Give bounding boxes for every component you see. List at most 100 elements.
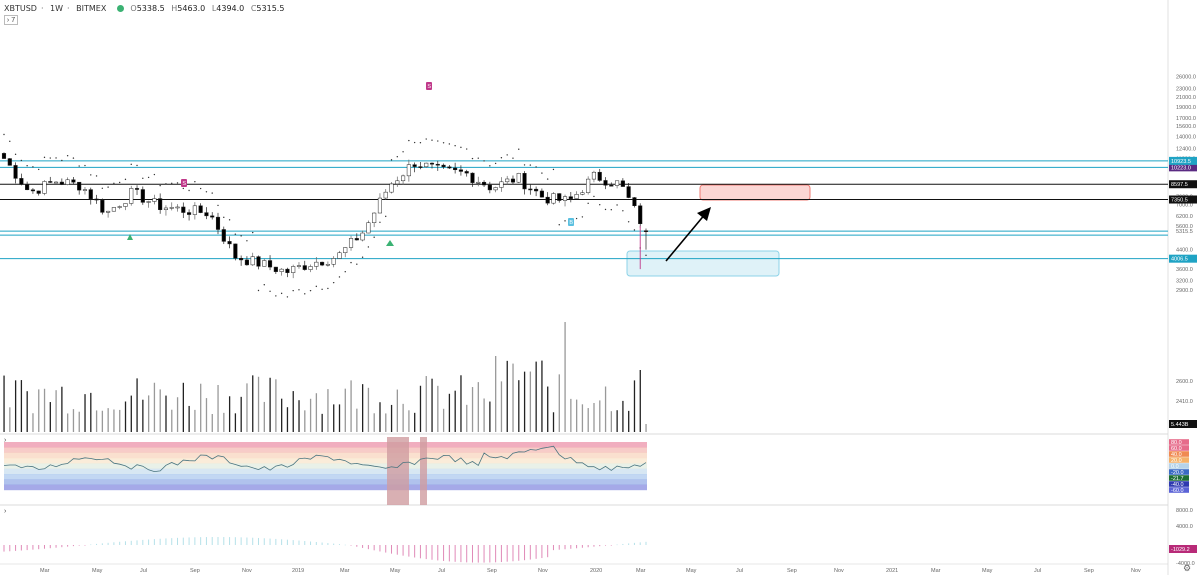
sar-dot xyxy=(489,165,491,167)
volume-bar xyxy=(228,396,231,432)
macd-bar xyxy=(182,537,184,545)
time-tick-label: May xyxy=(982,568,993,574)
macd-bar xyxy=(177,537,179,545)
volume-bar xyxy=(616,410,618,432)
time-axis[interactable]: Mar May Jul Sep Nov 2019 Mar May Jul Sep Nov 2020 Ma… xyxy=(40,568,1141,574)
macd-bar xyxy=(304,541,306,545)
support-zone-box[interactable] xyxy=(626,250,780,277)
price-badge-label: 7350.5 xyxy=(1171,198,1188,204)
macd-bar xyxy=(373,545,375,551)
volume-bar xyxy=(483,398,485,432)
sar-dot xyxy=(419,142,422,144)
candle-body xyxy=(412,164,417,167)
candle-body xyxy=(256,256,261,267)
signal-marker[interactable] xyxy=(426,82,432,90)
trend-arrow-line[interactable] xyxy=(665,212,707,262)
macd-bar xyxy=(205,537,207,545)
sar-dot xyxy=(361,256,364,258)
sar-dot xyxy=(402,151,404,153)
sar-dot xyxy=(72,157,75,159)
volume-bar xyxy=(217,385,219,432)
macd-bar xyxy=(471,545,473,563)
volume-bar xyxy=(599,400,601,432)
sar-dot xyxy=(309,289,312,292)
rsi-axis-label: -40.0 xyxy=(1171,482,1184,488)
volume-bar xyxy=(622,400,624,432)
candle-body xyxy=(354,238,359,241)
rsi-highlight xyxy=(420,437,427,505)
macd-bar xyxy=(200,537,202,545)
volume-bar xyxy=(327,389,329,432)
buy-triangle-icon xyxy=(127,234,133,240)
candle-body xyxy=(204,212,209,217)
sar-dot xyxy=(292,289,294,292)
sar-dot xyxy=(454,144,456,147)
time-tick-label: 2020 xyxy=(590,568,602,574)
sar-dot xyxy=(32,166,34,168)
signal-marker[interactable] xyxy=(568,218,574,226)
volume-bar xyxy=(587,408,589,432)
resistance-zone-box[interactable] xyxy=(699,184,811,201)
volume-bar xyxy=(333,404,335,432)
symbol-name[interactable]: XBTUSD xyxy=(4,4,37,13)
candle-body xyxy=(268,260,273,268)
macd-bar xyxy=(605,545,607,546)
sar-dot xyxy=(228,219,231,221)
indicators-toggle-button[interactable]: › 7 xyxy=(4,15,18,25)
interval-label[interactable]: 1W xyxy=(50,4,64,13)
sar-dot xyxy=(20,159,23,162)
sar-dot xyxy=(529,164,532,166)
macd-bar xyxy=(518,545,520,561)
sar-dot xyxy=(147,176,150,179)
macd-bar xyxy=(599,545,601,547)
macd-bar xyxy=(315,542,317,545)
low-value: 4394.0 xyxy=(216,4,245,13)
candle-body xyxy=(562,196,568,201)
macd-bar xyxy=(321,542,323,545)
candle-body xyxy=(210,215,215,218)
price-badge xyxy=(1169,195,1197,204)
macd-bar xyxy=(460,545,462,563)
macd-bar xyxy=(622,543,624,545)
signal-marker[interactable] xyxy=(181,179,187,187)
sar-dot xyxy=(344,271,346,273)
volume-bar xyxy=(275,379,277,432)
sar-dot xyxy=(425,138,427,140)
price-badge-label: 10923.5 xyxy=(1171,159,1191,165)
volume-bar xyxy=(286,407,289,432)
candle-body xyxy=(111,207,116,212)
macd-bar xyxy=(552,545,554,551)
rsi-line xyxy=(3,445,647,473)
candle-body xyxy=(192,205,197,215)
candle-body xyxy=(643,230,649,232)
volume-bar xyxy=(55,390,57,432)
candle-body xyxy=(19,178,24,185)
macd-bar xyxy=(107,542,109,545)
price-axis[interactable]: 26000.0 23000.0 21000.0 19000.0 17000.0 15600… xyxy=(1169,74,1197,567)
sar-dot xyxy=(205,191,208,193)
rsi-pane-toggle-icon[interactable]: › xyxy=(4,437,7,444)
candle-body xyxy=(163,207,168,210)
volume-bar xyxy=(541,360,543,432)
candle-body xyxy=(603,180,608,186)
candle-body xyxy=(25,184,30,191)
gear-icon[interactable]: ⚙ xyxy=(1183,563,1192,573)
macd-bar xyxy=(576,545,578,549)
macd-bar xyxy=(234,537,236,545)
candle-body xyxy=(100,199,105,213)
macd-bar xyxy=(645,541,647,545)
sar-dot xyxy=(101,187,104,189)
candle-body xyxy=(522,173,527,190)
volume-bar xyxy=(281,398,283,432)
sar-dot xyxy=(616,204,618,206)
candle-body xyxy=(510,178,516,183)
macd-bar xyxy=(101,543,103,545)
volume-bar xyxy=(165,395,167,432)
volume-bar xyxy=(361,384,364,432)
rsi-band xyxy=(4,463,647,469)
macd-pane-toggle-icon[interactable]: › xyxy=(4,508,7,515)
macd-bar xyxy=(38,545,40,550)
price-tick-label: 3600.0 xyxy=(1176,267,1193,273)
rsi-axis-label: 20.0 xyxy=(1171,458,1182,464)
